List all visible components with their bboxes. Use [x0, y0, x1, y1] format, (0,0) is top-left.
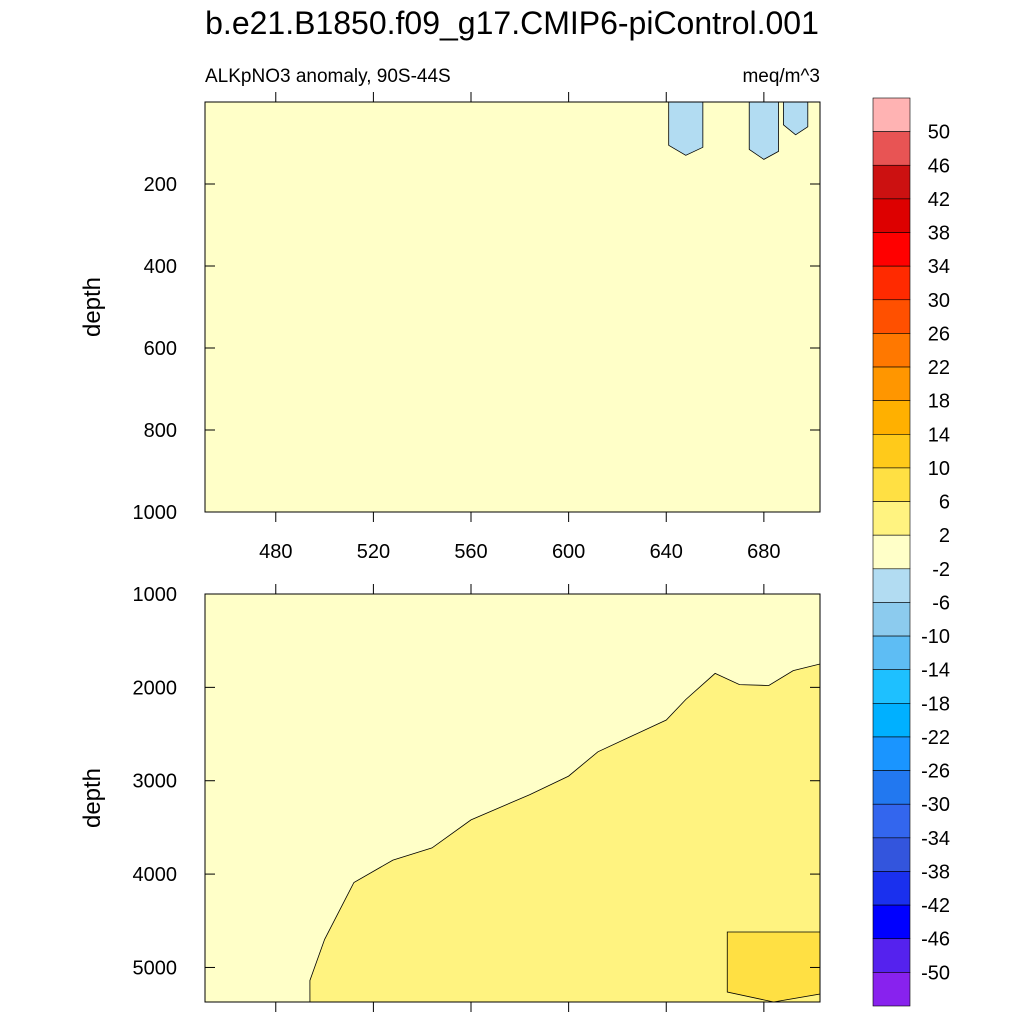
left-subtitle: ALKpNO3 anomaly, 90S-44S [205, 66, 451, 87]
colorbar-swatch [872, 602, 911, 637]
x-tick-label: 640 [650, 541, 683, 563]
contour-region-2-to-6 [309, 663, 821, 1003]
colorbar-label: -2 [932, 559, 950, 581]
colorbar-swatch [872, 972, 911, 1007]
colorbar-swatch [872, 770, 911, 805]
colorbar-swatch [872, 366, 911, 401]
y-tick-label: 1000 [133, 584, 178, 606]
upper-ocean-panel: 200 400 600 800 1000 depth 480 520 560 600 640 680 [79, 92, 821, 563]
colorbar-label: 6 [939, 492, 950, 514]
colorbar-label: -34 [921, 828, 950, 850]
colorbar: 50 46 42 38 34 30 26 22 18 14 10 6 2 -2 -6 -10 -14 -18 -22… [872, 97, 950, 1007]
colorbar-swatch [872, 265, 911, 301]
colorbar-label: -6 [932, 592, 950, 614]
panel-frame [204, 101, 821, 513]
x-tick-label: 600 [552, 541, 585, 563]
colorbar-swatch [872, 232, 911, 267]
y-tick-label: 400 [144, 256, 177, 278]
colorbar-swatch [872, 97, 911, 132]
colorbar-swatch [872, 871, 911, 906]
x-tick-label: 680 [747, 541, 780, 563]
colorbar-swatch [872, 703, 911, 738]
x-tick-label: 520 [357, 541, 390, 563]
y-tick-label: 3000 [133, 771, 178, 793]
y-tick-label: 200 [144, 174, 177, 196]
colorbar-swatch [872, 164, 911, 200]
y-tick-label: 5000 [133, 957, 178, 979]
colorbar-label: 14 [928, 424, 950, 446]
colorbar-swatch [872, 669, 911, 704]
colorbar-swatch [872, 198, 911, 233]
y-tick-label: 2000 [133, 677, 178, 699]
colorbar-swatch [872, 400, 911, 435]
colorbar-label: 26 [928, 323, 950, 345]
units-subtitle: meq/m^3 [742, 66, 820, 87]
y-tick-label: 4000 [133, 864, 178, 886]
colorbar-label: 50 [928, 122, 950, 144]
y-tick-label: 600 [144, 338, 177, 360]
colorbar-label: -42 [921, 895, 950, 917]
colorbar-swatch [872, 333, 911, 368]
x-tick-label: 480 [259, 541, 292, 563]
panel-frame [204, 593, 821, 1003]
colorbar-label: 2 [939, 525, 950, 547]
contour-region-1 [748, 101, 779, 160]
colorbar-label: 42 [928, 189, 950, 211]
colorbar-label: -14 [921, 660, 950, 682]
colorbar-swatch [872, 131, 911, 166]
colorbar-label: 10 [928, 458, 950, 480]
colorbar-label: -22 [921, 727, 950, 749]
colorbar-swatch [872, 534, 911, 570]
deep-ocean-panel: 1000 2000 3000 4000 5000 depth [79, 584, 821, 1012]
colorbar-label: 22 [928, 357, 950, 379]
y-tick-label: 1000 [133, 502, 178, 524]
colorbar-swatch [872, 736, 911, 771]
colorbar-label: 30 [928, 290, 950, 312]
colorbar-swatch [872, 803, 911, 839]
colorbar-swatch [872, 467, 911, 502]
panel-background [205, 102, 820, 512]
colorbar-label: -26 [921, 761, 950, 783]
colorbar-swatch [872, 635, 911, 671]
colorbar-swatch [872, 568, 911, 603]
colorbar-swatch [872, 501, 911, 536]
colorbar-label: 34 [928, 256, 950, 278]
x-tick-label: 560 [454, 541, 487, 563]
colorbar-swatch [872, 837, 911, 872]
colorbar-label: -18 [921, 693, 950, 715]
y-axis-label: depth [79, 768, 106, 828]
figure-title: b.e21.B1850.f09_g17.CMIP6-piControl.001 [205, 5, 819, 41]
colorbar-label: -30 [921, 794, 950, 816]
colorbar-swatch [872, 299, 911, 334]
colorbar-label: -50 [921, 962, 950, 984]
colorbar-swatch [872, 433, 911, 469]
colorbar-label: 38 [928, 223, 950, 245]
colorbar-label: -10 [921, 626, 950, 648]
colorbar-label: 18 [928, 391, 950, 413]
y-axis-label: depth [79, 277, 106, 337]
colorbar-label: -46 [921, 929, 950, 951]
colorbar-label: -38 [921, 861, 950, 883]
y-tick-label: 800 [144, 420, 177, 442]
colorbar-swatch [872, 938, 911, 973]
contour-region-0 [668, 101, 704, 156]
contour-region-0 [726, 931, 821, 1003]
colorbar-label: 46 [928, 155, 950, 177]
colorbar-swatch [872, 904, 911, 940]
